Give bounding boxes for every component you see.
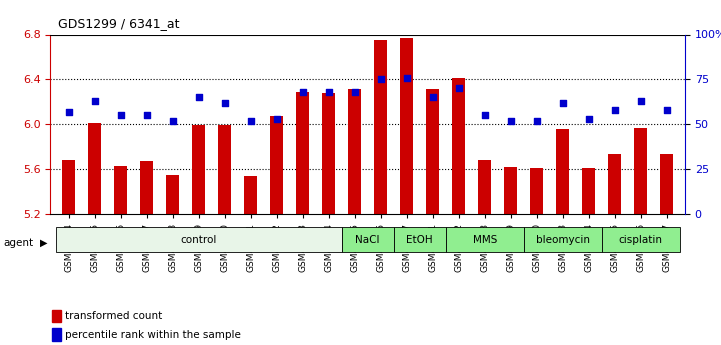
FancyBboxPatch shape bbox=[602, 227, 680, 252]
Text: GDS1299 / 6341_at: GDS1299 / 6341_at bbox=[58, 17, 180, 30]
Bar bbox=[88, 123, 101, 214]
Bar bbox=[374, 40, 387, 214]
Point bbox=[323, 89, 335, 95]
Point bbox=[401, 75, 412, 80]
Bar bbox=[634, 128, 647, 214]
Bar bbox=[556, 129, 570, 214]
Bar bbox=[270, 116, 283, 214]
Point bbox=[375, 77, 386, 82]
Point bbox=[193, 95, 205, 100]
Point bbox=[63, 109, 74, 115]
Point bbox=[349, 89, 360, 95]
Point bbox=[427, 95, 438, 100]
Bar bbox=[660, 155, 673, 214]
Point bbox=[531, 118, 542, 124]
Bar bbox=[114, 166, 127, 214]
Point bbox=[115, 112, 126, 118]
Text: percentile rank within the sample: percentile rank within the sample bbox=[65, 330, 241, 339]
Text: NaCl: NaCl bbox=[355, 235, 380, 245]
Bar bbox=[166, 175, 180, 214]
Text: control: control bbox=[180, 235, 217, 245]
Point bbox=[635, 98, 647, 104]
Bar bbox=[348, 89, 361, 214]
Point bbox=[297, 89, 309, 95]
Bar bbox=[478, 160, 491, 214]
Bar bbox=[296, 92, 309, 214]
Bar bbox=[218, 125, 231, 214]
FancyBboxPatch shape bbox=[56, 227, 342, 252]
FancyBboxPatch shape bbox=[394, 227, 446, 252]
Text: agent: agent bbox=[4, 238, 34, 248]
Point bbox=[505, 118, 516, 124]
Bar bbox=[504, 167, 517, 214]
Text: MMS: MMS bbox=[472, 235, 497, 245]
Bar bbox=[400, 38, 413, 214]
Bar bbox=[244, 176, 257, 214]
Text: cisplatin: cisplatin bbox=[619, 235, 663, 245]
Bar bbox=[609, 155, 622, 214]
Bar bbox=[452, 78, 465, 214]
Point bbox=[219, 100, 231, 106]
Point bbox=[89, 98, 100, 104]
Point bbox=[557, 100, 568, 106]
Bar bbox=[62, 160, 75, 214]
Point bbox=[609, 107, 621, 112]
Bar bbox=[530, 168, 543, 214]
FancyBboxPatch shape bbox=[523, 227, 602, 252]
Point bbox=[583, 116, 595, 121]
Point bbox=[245, 118, 257, 124]
Point bbox=[141, 112, 152, 118]
Bar bbox=[322, 93, 335, 214]
Text: transformed count: transformed count bbox=[65, 311, 162, 321]
Bar bbox=[53, 310, 61, 322]
Bar bbox=[140, 161, 153, 214]
Point bbox=[661, 107, 673, 112]
Text: EtOH: EtOH bbox=[407, 235, 433, 245]
Point bbox=[453, 86, 464, 91]
Text: bleomycin: bleomycin bbox=[536, 235, 590, 245]
Point bbox=[271, 116, 283, 121]
Bar bbox=[426, 89, 439, 214]
Point bbox=[167, 118, 179, 124]
Point bbox=[479, 112, 490, 118]
Text: ▶: ▶ bbox=[40, 238, 47, 248]
FancyBboxPatch shape bbox=[342, 227, 394, 252]
Bar bbox=[53, 328, 61, 341]
Bar bbox=[583, 168, 596, 214]
FancyBboxPatch shape bbox=[446, 227, 523, 252]
Bar bbox=[193, 125, 205, 214]
